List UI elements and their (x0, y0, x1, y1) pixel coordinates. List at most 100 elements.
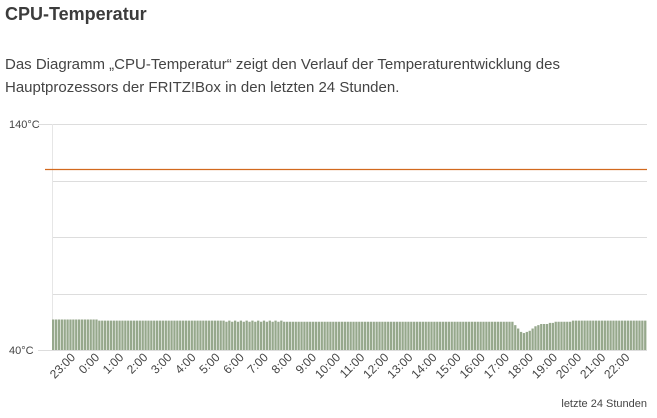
temperature-bar (121, 320, 124, 350)
temperature-bar (164, 320, 167, 350)
temperature-bar (86, 319, 89, 350)
temperature-bar (638, 320, 641, 350)
temperature-bar (343, 321, 347, 350)
temperature-bar (60, 319, 63, 350)
temperature-bar (476, 321, 479, 350)
temperature-bar (366, 321, 370, 350)
temperature-bar (644, 320, 647, 350)
x-tick-label: 6:00 (220, 350, 247, 377)
temperature-bar (592, 320, 595, 350)
x-axis-period-label: letzte 24 Stunden (561, 398, 647, 410)
temperature-bar (69, 319, 72, 350)
temperature-bar (239, 320, 243, 350)
temperature-bar (303, 321, 306, 350)
temperature-bar (415, 321, 419, 350)
temperature-bar (629, 320, 632, 350)
temperature-bar (274, 320, 277, 350)
temperature-bar (271, 321, 274, 350)
temperature-bar (124, 320, 127, 350)
x-tick-label: 10:00 (312, 350, 343, 381)
temperature-bar (543, 324, 546, 350)
temperature-bar (430, 321, 433, 350)
temperature-bar (63, 319, 66, 350)
temperature-bar (485, 321, 488, 350)
x-tick-label: 19:00 (529, 350, 560, 381)
temperature-bar (54, 319, 58, 350)
temperature-bar (141, 320, 144, 350)
temperature-bar (167, 320, 170, 350)
temperature-bar (436, 321, 439, 350)
temperature-bar (101, 320, 104, 350)
temperature-bar (496, 321, 500, 350)
temperature-bar (433, 321, 436, 350)
temperature-bar (612, 320, 615, 350)
temperature-bar (488, 321, 491, 350)
temperature-bar (502, 321, 505, 350)
temperature-bar (118, 320, 121, 350)
temperature-bar (280, 320, 283, 350)
x-tick-label: 11:00 (337, 350, 368, 381)
temperature-bar (404, 321, 407, 350)
temperature-bar (80, 319, 84, 350)
y-tick-label: 40°C (9, 345, 34, 357)
temperature-bar (72, 319, 75, 350)
temperature-bar (332, 321, 335, 350)
temperature-bar (268, 320, 271, 350)
temperature-bar (514, 325, 517, 350)
page-title: CPU-Temperatur (5, 4, 147, 24)
temperature-bar (150, 320, 153, 350)
temperature-bar (453, 321, 456, 350)
x-tick-label: 7:00 (245, 350, 272, 377)
temperature-bar (424, 321, 427, 350)
temperature-bar (147, 320, 150, 350)
temperature-bar (519, 331, 523, 350)
temperature-bar (285, 321, 289, 350)
temperature-bar (283, 321, 286, 350)
temperature-bar (236, 321, 240, 350)
temperature-bar (291, 321, 295, 350)
temperature-bar (112, 320, 115, 350)
temperature-bar (548, 322, 552, 350)
temperature-bar (95, 319, 98, 350)
temperature-bar (288, 321, 292, 350)
temperature-bar (66, 319, 69, 350)
temperature-bar (213, 320, 217, 350)
temperature-bar (190, 320, 193, 350)
temperature-bar (161, 320, 165, 350)
temperature-bar (632, 320, 635, 350)
temperature-bar (505, 321, 508, 350)
temperature-bar (615, 320, 618, 350)
temperature-bar (277, 321, 280, 350)
temperature-bar (589, 320, 592, 350)
temperature-bar (508, 321, 511, 350)
temperature-bar (551, 322, 554, 350)
temperature-bar (389, 321, 393, 350)
x-tick-label: 20:00 (553, 350, 584, 381)
temperature-bar (294, 321, 297, 350)
x-tick-label: 15:00 (433, 350, 464, 381)
temperature-bar (375, 321, 378, 350)
temperature-bar (231, 321, 234, 350)
temperature-bar (392, 321, 396, 350)
temperature-bar (595, 320, 598, 350)
temperature-bar (103, 320, 107, 350)
temperature-bar (534, 326, 537, 350)
temperature-bar (369, 321, 373, 350)
temperature-bar (245, 320, 248, 350)
temperature-bar (349, 321, 352, 350)
temperature-bar (609, 320, 612, 350)
temperature-bar (326, 321, 329, 350)
temperature-bar (199, 320, 202, 350)
temperature-bar (265, 321, 269, 350)
temperature-bar (600, 320, 604, 350)
temperature-bar (499, 321, 502, 350)
temperature-bar (320, 321, 323, 350)
temperature-bar (635, 320, 638, 350)
temperature-bar (340, 321, 344, 350)
y-tick-label: 140°C (9, 119, 40, 131)
temperature-bar (257, 320, 260, 350)
temperature-bar (528, 330, 531, 350)
temperature-bar (566, 321, 569, 350)
temperature-bar (75, 319, 78, 350)
x-tick-label: 4:00 (172, 350, 199, 377)
